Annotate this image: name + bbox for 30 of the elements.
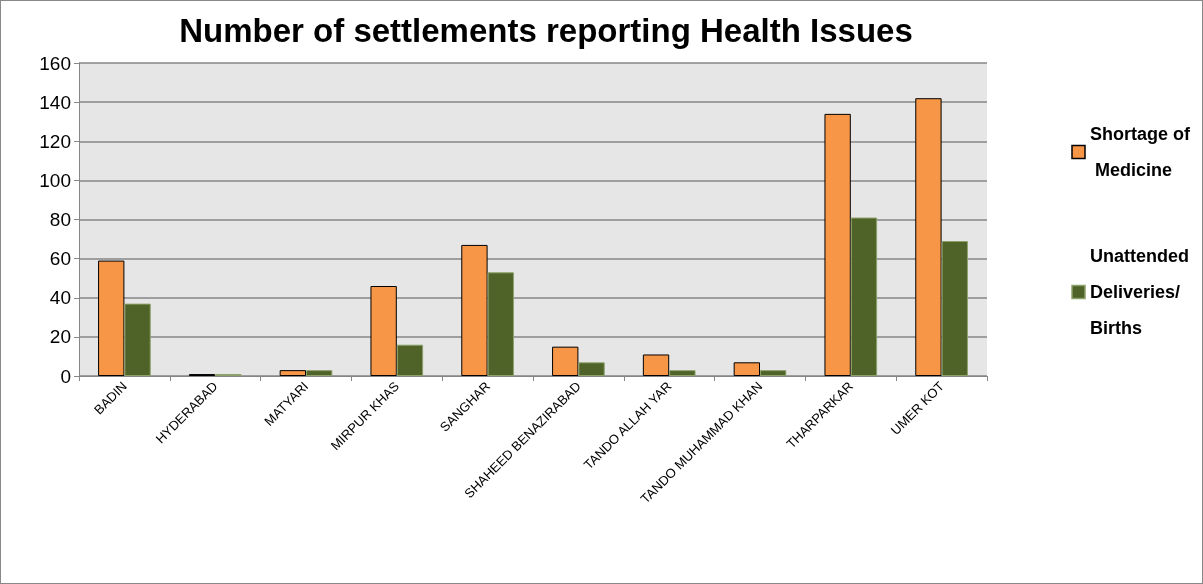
y-tick-label: 160 [39,52,71,74]
bar [760,370,787,376]
bar [733,362,760,376]
y-tick-label: 140 [39,91,71,113]
bar [98,260,125,376]
bar [124,303,151,376]
bar [941,241,968,376]
bar [279,370,306,376]
bar [552,346,579,376]
bar [578,362,605,376]
bar [850,217,878,376]
bar [915,98,942,376]
bar [396,344,424,376]
bar [306,370,333,376]
bar [642,354,670,376]
legend-label: Unattended Deliveries/Births [1090,246,1195,338]
y-tick-label: 40 [49,287,71,309]
bar [370,286,397,376]
legend-label: Shortage of Medicine [1090,124,1192,180]
bar [461,244,488,376]
y-tick-label: 20 [49,326,71,348]
bar [487,272,514,376]
y-tick-label: 60 [49,248,71,270]
chart-title: Number of settlements reporting Health Issues [179,12,913,49]
y-tick-label: 0 [60,365,71,387]
y-tick-label: 120 [39,130,71,152]
y-tick-label: 100 [39,169,71,191]
y-tick-label: 80 [49,209,71,230]
bar [824,113,851,376]
bar [669,370,696,376]
